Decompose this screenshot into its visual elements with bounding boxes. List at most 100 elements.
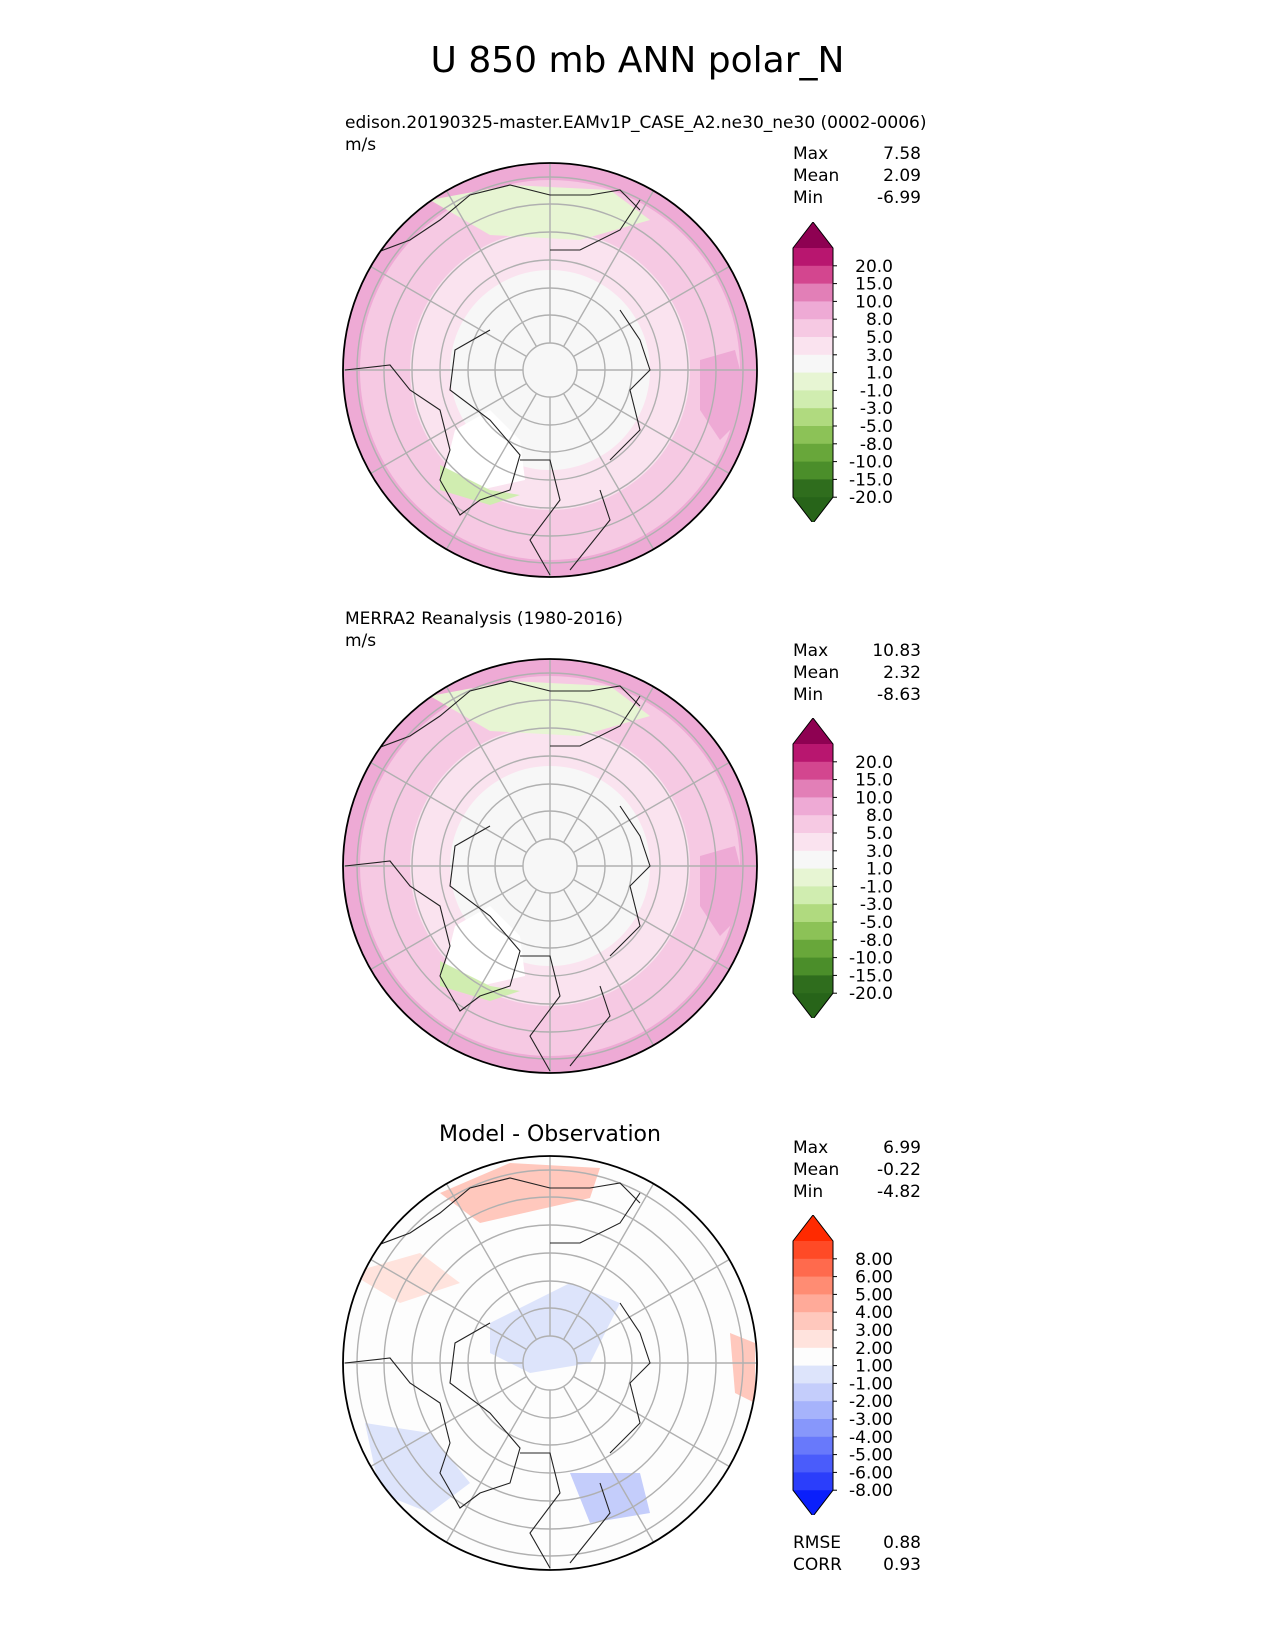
corr-label: CORR (793, 1555, 842, 1575)
meridian-line (445, 393, 538, 550)
colorbar-segment (793, 833, 833, 852)
field-arctic-easterly (430, 185, 650, 240)
colorbar-segment (793, 797, 833, 816)
colorbar-segment (793, 850, 833, 870)
colorbar-tick-label: 1.0 (866, 364, 893, 384)
corr-value: 0.93 (883, 1555, 921, 1575)
colorbar-tick-label: 5.0 (866, 328, 893, 348)
coastline (550, 695, 641, 747)
map-boundary (342, 1155, 758, 1571)
meridian-line (562, 1183, 655, 1340)
graticule (343, 163, 757, 577)
colorbar-segment (793, 868, 833, 887)
colorbar-extend-min (793, 497, 833, 522)
meridian-line (562, 686, 655, 843)
colorbar-tick-label: 4.00 (855, 1303, 893, 1323)
colorbar-segment (793, 283, 833, 302)
field-arctic-easterly (430, 681, 650, 736)
coastline (550, 1192, 641, 1244)
meridian-line (562, 190, 655, 347)
meridian-line (573, 1375, 730, 1468)
colorbar-segment (793, 1472, 833, 1491)
meridian-line (370, 265, 527, 358)
coastline (550, 199, 641, 251)
colorbar-extend-max (793, 1215, 833, 1241)
coastline (569, 1482, 611, 1564)
max-label: Max (793, 144, 829, 164)
colorbar-segment (793, 265, 833, 285)
colorbar-tick-label: -5.0 (860, 417, 893, 437)
colorbar-tick-label: -4.00 (849, 1428, 893, 1448)
max-value: 6.99 (883, 1138, 921, 1158)
panel-3-title: Model - Observation (439, 1122, 661, 1147)
mean-label: Mean (793, 663, 840, 683)
colorbar-segment (793, 939, 833, 959)
max-value: 7.58 (883, 144, 921, 164)
meridian-line (562, 889, 655, 1046)
panel-2-polar-map (342, 658, 758, 1074)
colorbar-segment (793, 779, 833, 798)
panel-1-polar-map (342, 162, 758, 578)
meridian-line (370, 1375, 527, 1468)
coastline (369, 1177, 641, 1249)
max-label: Max (793, 1138, 829, 1158)
colorbar-segment (793, 301, 833, 320)
graticule (343, 1156, 757, 1570)
colorbar-tick-label: 2.00 (855, 1339, 893, 1359)
max-label: Max (793, 641, 829, 661)
field-negative-anomaly (570, 1473, 650, 1523)
panel-3-stats: Max 6.99 Mean -0.22 Min -4.82 (793, 1137, 921, 1203)
colorbar-extend-max (793, 718, 833, 744)
colorbar-segment (793, 975, 833, 994)
panel-2-title: MERRA2 Reanalysis (1980-2016) (345, 609, 623, 629)
graticule (343, 659, 757, 1073)
meridian-line (445, 190, 538, 347)
colorbar-tick-label: -8.00 (849, 1481, 893, 1501)
colorbar-tick-label: 20.0 (855, 753, 893, 773)
panel-3-metrics: RMSE 0.88 CORR 0.93 (793, 1532, 921, 1576)
meridian-line (573, 1258, 730, 1351)
colorbar-segment (793, 1401, 833, 1420)
colorbar-tick-label: -3.00 (849, 1410, 893, 1430)
colorbar-tick-label: -8.0 (860, 435, 893, 455)
colorbar-tick-label: -10.0 (849, 949, 893, 969)
coastline (520, 955, 561, 1072)
colorbar-segment (793, 248, 833, 267)
colorbar-tick-label: 15.0 (855, 771, 893, 791)
panel-2-colorbar: 20.015.010.08.05.03.01.0-1.0-3.0-5.0-8.0… (792, 718, 893, 1018)
colorbar-segment (793, 1330, 833, 1349)
panel-1-colorbar: 20.015.010.08.05.03.01.0-1.0-3.0-5.0-8.0… (792, 222, 893, 522)
coastline (520, 459, 561, 576)
panel-3-polar-map (342, 1155, 758, 1571)
coastline (520, 1452, 561, 1569)
colorbar-tick-label: 15.0 (855, 275, 893, 295)
field-negative-anomaly (490, 1283, 620, 1373)
meridian-line (573, 382, 730, 475)
colorbar-tick-label: 3.00 (855, 1321, 893, 1341)
min-value: -8.63 (877, 685, 921, 705)
meridian-line (370, 1258, 527, 1351)
panel-1-title: edison.20190325-master.EAMv1P_CASE_A2.ne… (345, 113, 927, 133)
rmse-value: 0.88 (883, 1533, 921, 1553)
colorbar-tick-label: 5.00 (855, 1285, 893, 1305)
colorbar-tick-label: 1.0 (866, 860, 893, 880)
colorbar-segment (793, 461, 833, 480)
panel-2-stats: Max 10.83 Mean 2.32 Min -8.63 (793, 640, 921, 706)
coastline (344, 825, 521, 1012)
meridian-line (573, 878, 730, 971)
meridian-line (573, 265, 730, 358)
panel-3-colorbar: 8.006.005.004.003.002.001.00-1.00-2.00-3… (792, 1215, 893, 1515)
colorbar-segment (793, 1312, 833, 1331)
colorbar-tick-label: 5.0 (866, 824, 893, 844)
colorbar-segment (793, 957, 833, 976)
coastline (569, 985, 611, 1067)
meridian-line (445, 1183, 538, 1340)
colorbar-segment (793, 1365, 833, 1384)
min-label: Min (793, 685, 824, 705)
coastline (369, 680, 641, 752)
colorbar-tick-label: -1.0 (860, 381, 893, 401)
coastline (609, 805, 651, 957)
colorbar-tick-label: 8.0 (866, 806, 893, 826)
colorbar-extend-min (793, 993, 833, 1018)
coastline (609, 309, 651, 461)
